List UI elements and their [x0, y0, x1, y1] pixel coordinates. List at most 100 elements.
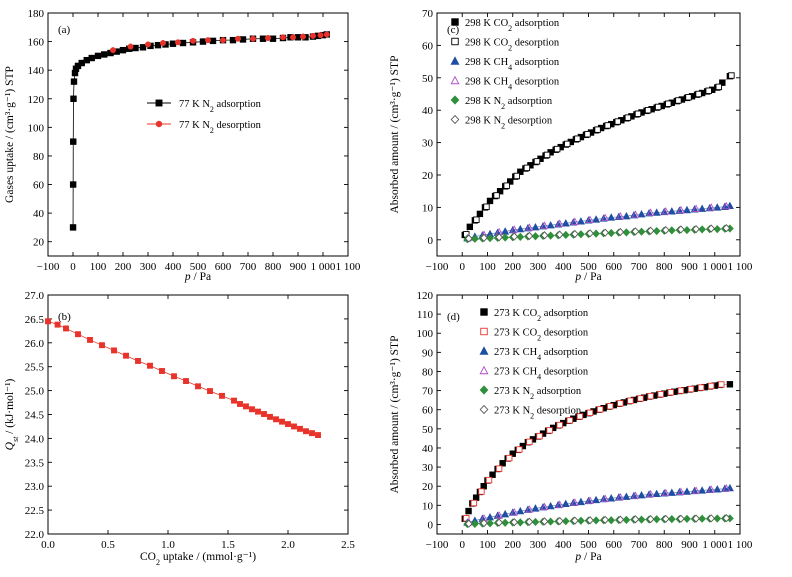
data-point [119, 46, 127, 54]
data-point [698, 486, 707, 494]
data-point [676, 205, 685, 214]
data-point [160, 40, 166, 47]
y-tick-label: 10 [422, 202, 434, 214]
data-point [501, 233, 510, 242]
data-point [592, 229, 600, 238]
legend-label: 298 K CH4 adsorption [465, 57, 560, 72]
y-tick-label: 25.0 [25, 386, 45, 398]
data-point [235, 35, 241, 42]
x-tick-label: 1 100 [728, 539, 753, 551]
data-point [661, 225, 670, 235]
x-tick-label: 1.0 [161, 539, 175, 551]
legend-label: 298 K CH4 desorption [465, 77, 560, 92]
data-point [574, 135, 581, 142]
data-point [698, 514, 706, 523]
data-point [570, 229, 579, 239]
y-tick-label: 22.5 [25, 505, 45, 517]
data-point [707, 485, 716, 493]
data-point [540, 517, 549, 526]
data-point [637, 395, 644, 402]
data-point [510, 518, 519, 527]
data-point [555, 516, 564, 526]
data-point [682, 487, 691, 495]
data-point [526, 438, 533, 446]
data-point [634, 110, 642, 117]
data-point [523, 164, 531, 172]
data-point [205, 37, 211, 44]
y-tick-label: 0 [428, 519, 434, 531]
fit-line [467, 487, 730, 523]
data-point [480, 233, 488, 242]
data-point [713, 514, 722, 523]
y-tick-label: 20 [422, 170, 434, 182]
data-point [586, 409, 594, 416]
data-point [243, 403, 249, 410]
data-point [486, 197, 494, 205]
legend: 273 K CO2 adsorption 273 K CO2 desorption… [479, 308, 589, 420]
series-1 [461, 72, 734, 239]
legend-marker [479, 404, 489, 415]
data-point [687, 385, 695, 393]
x-tick-label: 300 [140, 261, 157, 273]
y-tick-label: 100 [28, 122, 45, 134]
y-tick-label: 30 [422, 462, 434, 474]
data-point [627, 397, 634, 404]
x-tick-label: 800 [265, 261, 282, 273]
data-point [507, 178, 514, 185]
data-point [317, 32, 324, 39]
series-4 [464, 201, 731, 241]
x-tick-label: 600 [606, 539, 623, 551]
data-point [480, 518, 488, 528]
legend-label: 273 K CO2 adsorption [494, 308, 589, 323]
data-point [546, 221, 555, 229]
data-point [517, 168, 524, 175]
data-point [667, 488, 676, 496]
data-point [255, 408, 261, 415]
data-point [607, 494, 616, 502]
data-point [70, 95, 77, 102]
data-point [555, 219, 564, 227]
legend-label: 273 K CO2 desorption [494, 328, 589, 343]
legend-label: 273 K N2 adsorption [494, 386, 582, 401]
data-point [682, 205, 691, 214]
data-point [607, 403, 614, 410]
y-tick-label: 24.5 [25, 410, 45, 422]
data-point [525, 505, 534, 513]
x-tick-label: 300 [530, 261, 547, 273]
data-point [472, 494, 480, 501]
data-point [624, 114, 632, 121]
data-point [280, 34, 286, 41]
data-point [294, 34, 302, 41]
y-axis-label: Absorbed amount / (cm³·g⁻¹) STP [389, 336, 401, 494]
data-point [147, 362, 153, 369]
x-tick-label: 800 [656, 539, 673, 551]
data-point [169, 40, 177, 47]
y-tick-label: 80 [33, 151, 45, 163]
y-tick-label: 40 [33, 208, 45, 220]
data-point [677, 514, 685, 523]
data-point [555, 230, 564, 239]
x-tick-label: 200 [505, 539, 522, 551]
data-point [495, 518, 503, 527]
x-axis-label: CO2 uptake / (mmol·g⁻¹) [140, 551, 256, 567]
data-point [525, 231, 534, 241]
data-point [708, 382, 715, 390]
legend-marker [155, 120, 163, 128]
data-point [323, 31, 330, 38]
data-point [510, 232, 519, 241]
x-tick-label: 600 [215, 261, 232, 273]
data-point [667, 514, 676, 524]
x-tick-label: 2.5 [341, 539, 355, 551]
y-tick-label: 140 [28, 65, 45, 77]
data-point [722, 201, 731, 210]
data-point [127, 43, 134, 50]
data-point [646, 514, 655, 524]
x-tick-label: −100 [426, 539, 449, 551]
data-point [478, 488, 485, 495]
x-tick-label: 500 [580, 539, 597, 551]
data-point [531, 222, 540, 231]
legend-marker [450, 114, 460, 125]
x-tick-label: 1 100 [728, 261, 753, 273]
chart-panel-1: −100 0 100 200 300 400 500 600 700 800 900 1 000 1 1… [4, 8, 361, 283]
y-tick-label: 23.5 [25, 457, 45, 469]
